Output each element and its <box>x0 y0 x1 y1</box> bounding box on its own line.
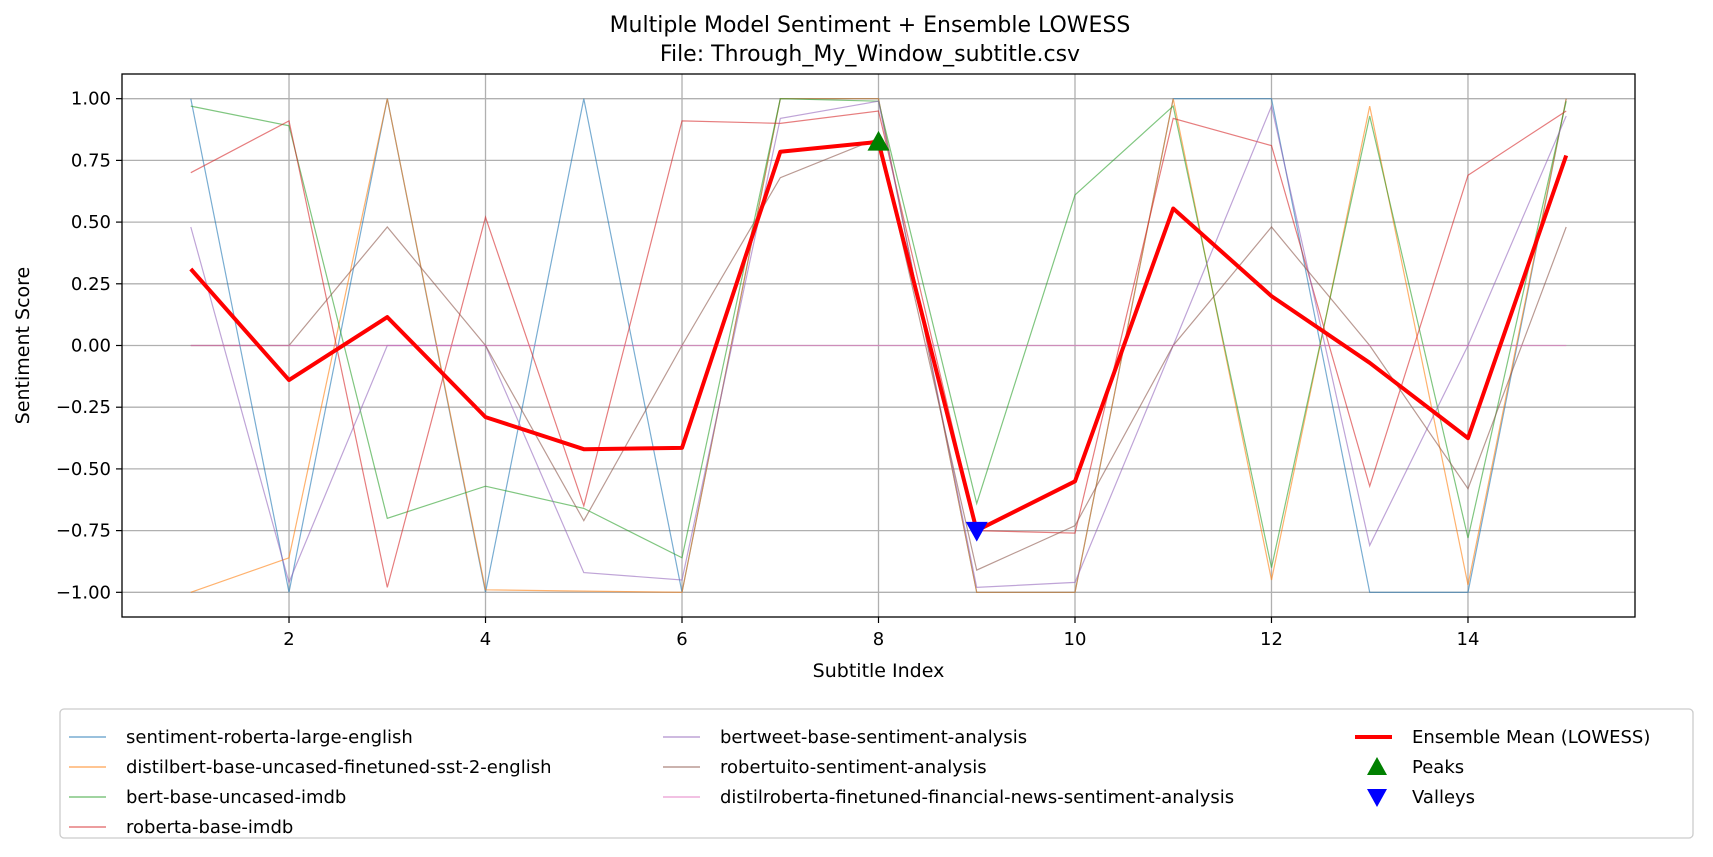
legend-item-ensemble: Ensemble Mean (LOWESS) <box>1355 727 1650 748</box>
y-tick-label: 1.00 <box>71 89 111 110</box>
markers <box>867 130 988 542</box>
legend: sentiment-roberta-large-english distilber… <box>69 727 1650 838</box>
x-tick-label: 2 <box>283 629 294 650</box>
ticks: 2 4 6 8 10 12 14 1.00 0.75 0.50 0.25 0.00 −0.25 −0.50… <box>56 89 1480 650</box>
legend-item-5: robertuito-sentiment-analysis <box>663 757 987 778</box>
legend-item-2: bert-base-uncased-imdb <box>69 787 346 808</box>
legend-frame <box>59 708 1694 839</box>
y-tick-label: 0.25 <box>71 274 111 295</box>
y-tick-label: −0.75 <box>56 521 111 542</box>
y-tick-label: 0.75 <box>71 150 111 171</box>
legend-label: Ensemble Mean (LOWESS) <box>1412 727 1650 748</box>
legend-item-4: bertweet-base-sentiment-analysis <box>663 727 1027 748</box>
legend-label: distilroberta-finetuned-financial-news-s… <box>720 787 1234 808</box>
y-tick-label: 0.00 <box>71 336 111 357</box>
y-tick-label: 0.50 <box>71 212 111 233</box>
legend-label: roberta-base-imdb <box>126 817 293 838</box>
legend-item-peaks: Peaks <box>1367 757 1464 778</box>
chart-title: Multiple Model Sentiment + Ensemble LOWE… <box>610 13 1131 38</box>
legend-item-0: sentiment-roberta-large-english <box>69 727 413 748</box>
x-tick-label: 8 <box>873 629 884 650</box>
y-tick-label: −1.00 <box>56 582 111 603</box>
x-axis-label: Subtitle Index <box>813 660 945 682</box>
y-axis-label: Sentiment Score <box>12 267 34 424</box>
x-tick-label: 4 <box>480 629 491 650</box>
x-tick-label: 14 <box>1457 629 1480 650</box>
legend-item-1: distilbert-base-uncased-finetuned-sst-2-… <box>69 757 551 778</box>
x-tick-label: 6 <box>676 629 687 650</box>
y-tick-label: −0.50 <box>56 459 111 480</box>
legend-label: robertuito-sentiment-analysis <box>720 757 987 778</box>
legend-item-3: roberta-base-imdb <box>69 817 293 838</box>
y-tick-label: −0.25 <box>56 397 111 418</box>
legend-swatch <box>1367 789 1387 807</box>
legend-label: Peaks <box>1412 757 1464 778</box>
legend-label: sentiment-roberta-large-english <box>126 727 413 748</box>
legend-label: bertweet-base-sentiment-analysis <box>720 727 1027 748</box>
chart-subtitle: File: Through_My_Window_subtitle.csv <box>660 42 1080 67</box>
valley-marker <box>965 521 988 542</box>
legend-item-valleys: Valleys <box>1367 787 1475 808</box>
legend-label: distilbert-base-uncased-finetuned-sst-2-… <box>126 757 551 778</box>
legend-label: bert-base-uncased-imdb <box>126 787 346 808</box>
series-line-3 <box>190 110 1567 588</box>
legend-label: Valleys <box>1412 787 1475 808</box>
legend-swatch <box>1367 757 1387 775</box>
x-tick-label: 10 <box>1064 629 1087 650</box>
peak-marker <box>867 130 890 151</box>
legend-item-6: distilroberta-finetuned-financial-news-s… <box>663 787 1234 808</box>
x-tick-label: 12 <box>1260 629 1283 650</box>
